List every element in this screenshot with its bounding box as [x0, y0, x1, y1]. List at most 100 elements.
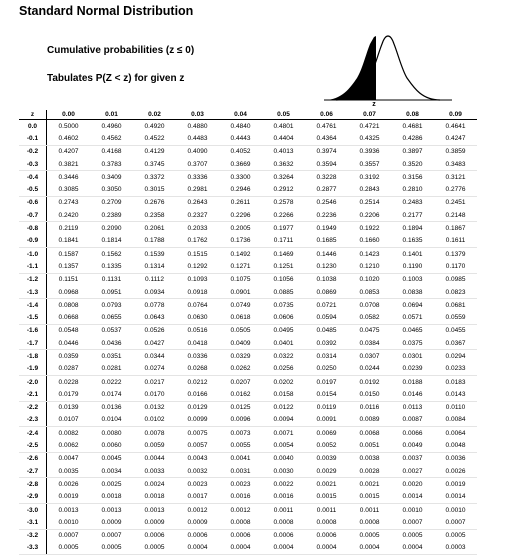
table-cell: 0.0823 [434, 285, 477, 300]
row-header-z: -0.8 [19, 221, 47, 235]
table-cell: 0.0708 [359, 301, 380, 309]
table-cell: 0.0281 [90, 362, 133, 376]
table-row: -1.9 0.0287 0.0281 0.0274 0.0268 0.0262 0.0256… [19, 362, 477, 376]
table-row: -2.0 0.0228 0.0222 0.0217 0.0212 0.0207 0.0202… [19, 375, 477, 389]
table-cell: 0.2643 [187, 199, 208, 207]
table-cell: 0.0436 [90, 337, 133, 351]
row-header-z: -0.2 [19, 145, 47, 158]
table-cell: 0.0010 [445, 506, 466, 514]
table-row: -1.8 0.0359 0.0351 0.0344 0.0336 0.0329 0.0322… [19, 349, 477, 363]
table-cell: 0.0162 [219, 388, 262, 402]
table-cell: 0.2483 [402, 199, 423, 207]
table-cell: 0.4207 [58, 148, 79, 156]
table-cell: 0.2420 [46, 209, 90, 223]
table-row: -3.2 0.0007 0.0007 0.0006 0.0006 0.0006 0.0006… [19, 529, 477, 542]
table-cell: 0.0154 [305, 388, 348, 402]
table-cell: 0.2296 [219, 209, 262, 223]
table-cell: 0.1685 [305, 234, 348, 248]
table-row: 0.0 0.5000 0.4960 0.4920 0.4880 0.4840 0.4801 0… [19, 119, 477, 133]
column-header: 0.04 [219, 110, 262, 120]
table-cell: 0.1635 [391, 234, 434, 248]
row-header-z: -1.9 [19, 362, 47, 376]
table-row: -0.6 0.2743 0.2709 0.2676 0.2643 0.2611 0.2578… [19, 196, 477, 210]
table-cell: 0.3859 [445, 148, 466, 156]
shaded-tail-area [324, 36, 376, 100]
table-cell: 0.2810 [391, 183, 434, 197]
table-cell: 0.4247 [434, 132, 477, 146]
table-cell: 0.4364 [305, 132, 348, 146]
table-cell: 0.0485 [316, 327, 337, 335]
table-cell: 0.0013 [101, 506, 122, 514]
table-cell: 0.0004 [348, 541, 391, 556]
table-cell: 0.1562 [101, 250, 122, 258]
table-cell: 0.0409 [219, 337, 262, 351]
table-cell: 0.0013 [144, 506, 165, 514]
table-cell: 0.0024 [144, 480, 165, 488]
table-cell: 0.0021 [316, 480, 337, 488]
table-cell: 0.0202 [273, 378, 294, 386]
table-cell: 0.0885 [262, 285, 305, 300]
table-cell: 0.1762 [176, 234, 219, 248]
table-cell: 0.0028 [348, 465, 391, 479]
table-cell: 0.1949 [316, 225, 337, 233]
table-cell: 0.0096 [219, 413, 262, 428]
table-cell: 0.4090 [187, 148, 208, 156]
table-cell: 0.0009 [176, 516, 219, 530]
table-cell: 0.0016 [219, 490, 262, 504]
table-cell: 0.0495 [273, 327, 294, 335]
table-cell: 0.4325 [348, 132, 391, 146]
table-cell: 0.0064 [445, 429, 466, 437]
table-cell: 0.0516 [187, 327, 208, 335]
row-header-z: -2.3 [19, 413, 47, 428]
table-header-row: z 0.00 0.01 0.02 0.03 0.04 0.05 0.06 0.07 0.08 0.0… [19, 110, 477, 120]
table-cell: 0.0274 [133, 362, 176, 376]
table-cell: 0.0018 [133, 490, 176, 504]
table-cell: 0.1003 [402, 276, 423, 284]
table-cell: 0.1977 [273, 225, 294, 233]
table-cell: 0.0174 [90, 388, 133, 402]
table-row: -0.2 0.4207 0.4168 0.4129 0.4090 0.4052 0.4013… [19, 145, 477, 158]
row-header-z: -0.4 [19, 170, 47, 184]
table-row: -2.3 0.0107 0.0104 0.0102 0.0099 0.0096 0.0094… [19, 413, 477, 428]
table-cell: 0.3085 [46, 183, 90, 197]
table-cell: 0.0222 [101, 378, 122, 386]
table-cell: 0.0016 [262, 490, 305, 504]
table-cell: 0.1788 [133, 234, 176, 248]
table-cell: 0.0985 [445, 276, 466, 284]
table-cell: 0.0009 [133, 516, 176, 530]
table-cell: 0.0023 [230, 480, 251, 488]
table-cell: 0.0005 [359, 532, 380, 540]
table-cell: 0.3821 [46, 157, 90, 172]
table-cell: 0.3974 [316, 148, 337, 156]
table-cell: 0.3669 [219, 157, 262, 172]
table-cell: 0.0015 [348, 490, 391, 504]
table-cell: 0.0401 [262, 337, 305, 351]
table-cell: 0.0066 [402, 429, 423, 437]
table-cell: 0.4920 [144, 122, 165, 130]
row-header-z: -0.3 [19, 157, 47, 172]
table-cell: 0.2546 [316, 199, 337, 207]
table-cell: 0.0059 [133, 439, 176, 453]
table-cell: 0.0041 [230, 455, 251, 463]
table-cell: 0.0146 [391, 388, 434, 402]
row-header-z: -1.1 [19, 260, 47, 274]
table-row: -0.7 0.2420 0.2389 0.2358 0.2327 0.2296 0.2266… [19, 209, 477, 223]
table-cell: 0.0008 [305, 516, 348, 530]
row-header-z: -1.2 [19, 273, 47, 286]
table-cell: 0.1446 [316, 250, 337, 258]
table-cell: 0.2033 [187, 225, 208, 233]
table-cell: 0.0007 [434, 516, 477, 530]
table-cell: 0.0179 [46, 388, 90, 402]
table-cell: 0.0129 [187, 404, 208, 412]
column-header: 0.03 [176, 110, 219, 120]
table-cell: 0.0526 [144, 327, 165, 335]
column-header: 0.00 [46, 110, 90, 120]
table-cell: 0.0113 [402, 404, 423, 412]
table-cell: 0.2005 [230, 225, 251, 233]
table-cell: 0.1357 [46, 260, 90, 274]
table-cell: 0.1922 [359, 225, 380, 233]
table-cell: 0.2119 [58, 225, 79, 233]
table-cell: 0.0011 [359, 506, 380, 514]
table-cell: 0.0013 [58, 506, 79, 514]
table-cell: 0.0287 [46, 362, 90, 376]
